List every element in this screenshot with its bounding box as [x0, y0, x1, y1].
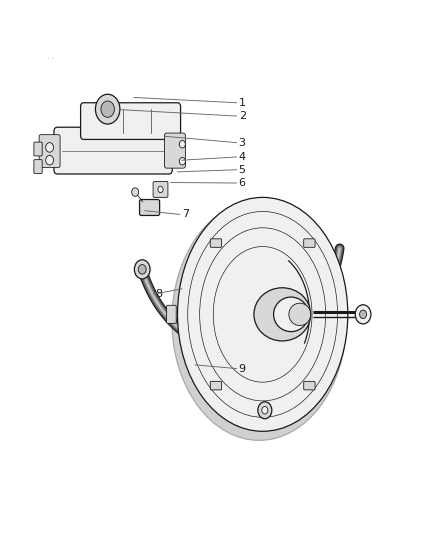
Text: 5: 5 [239, 165, 246, 175]
FancyBboxPatch shape [39, 135, 60, 167]
Text: 6: 6 [239, 178, 246, 188]
Circle shape [262, 407, 268, 414]
FancyBboxPatch shape [164, 133, 185, 168]
Text: . .: . . [46, 53, 53, 60]
FancyBboxPatch shape [210, 382, 222, 390]
Text: 9: 9 [239, 364, 246, 374]
Circle shape [158, 186, 163, 192]
Text: 4: 4 [239, 152, 246, 162]
Ellipse shape [254, 288, 311, 341]
Ellipse shape [172, 201, 346, 440]
Circle shape [134, 260, 150, 279]
Ellipse shape [289, 303, 311, 326]
Circle shape [355, 305, 371, 324]
FancyBboxPatch shape [166, 305, 176, 324]
Circle shape [179, 158, 185, 165]
Text: 7: 7 [182, 209, 189, 220]
Circle shape [138, 264, 146, 274]
FancyBboxPatch shape [210, 239, 222, 247]
FancyBboxPatch shape [153, 181, 168, 197]
FancyBboxPatch shape [54, 127, 172, 174]
Text: 8: 8 [155, 289, 163, 299]
Text: 3: 3 [239, 138, 246, 148]
Circle shape [258, 402, 272, 419]
FancyBboxPatch shape [304, 239, 315, 247]
Circle shape [360, 310, 367, 319]
Circle shape [179, 141, 185, 148]
Text: 2: 2 [239, 111, 246, 121]
Ellipse shape [274, 297, 308, 332]
FancyBboxPatch shape [34, 160, 42, 173]
Text: 1: 1 [239, 98, 246, 108]
FancyBboxPatch shape [140, 199, 159, 215]
Circle shape [95, 94, 120, 124]
Circle shape [46, 156, 53, 165]
Ellipse shape [177, 197, 348, 431]
Circle shape [101, 101, 114, 117]
FancyBboxPatch shape [81, 103, 180, 140]
FancyBboxPatch shape [34, 142, 42, 156]
FancyBboxPatch shape [304, 382, 315, 390]
Circle shape [46, 143, 53, 152]
Circle shape [132, 188, 139, 196]
